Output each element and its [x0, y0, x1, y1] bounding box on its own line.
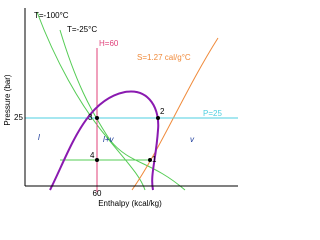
point-label: 2	[160, 107, 165, 116]
point-label: 1	[152, 155, 157, 164]
region-label: l	[38, 133, 40, 142]
x-tick-label: 60	[93, 189, 102, 198]
y-tick-label: 25	[14, 113, 23, 122]
curve-label: P=25	[203, 109, 222, 118]
point-label: 4	[90, 151, 95, 160]
point	[148, 158, 152, 162]
curve-label: T=-25°C	[67, 25, 97, 34]
saturation-dome	[49, 90, 160, 191]
curve-label: S=1.27 cal/g°C	[137, 53, 191, 62]
region-label: l+v	[103, 135, 114, 144]
point-label: 3	[88, 113, 93, 122]
isotherm-low	[36, 11, 146, 191]
point	[156, 116, 160, 120]
y-axis-title: Pressure (bar)	[3, 74, 12, 125]
ph-diagram: T=-100°C T=-25°C H=60 S=1.27 cal/g°C P=2…	[3, 8, 238, 208]
region-label: v	[190, 135, 195, 144]
point	[95, 116, 99, 120]
curve-label: H=60	[99, 39, 119, 48]
curve-label: T=-100°C	[34, 11, 69, 20]
x-axis-title: Enthalpy (kcal/kg)	[98, 199, 162, 208]
point	[95, 158, 99, 162]
isotherm-high	[59, 29, 186, 191]
